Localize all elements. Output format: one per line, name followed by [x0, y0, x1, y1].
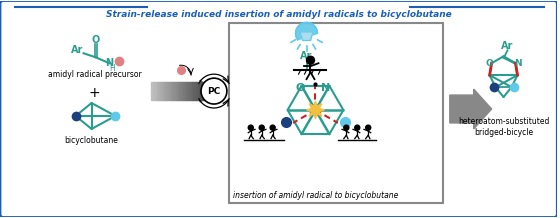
Text: +: + [88, 86, 100, 100]
Text: N: N [105, 58, 114, 68]
FancyBboxPatch shape [229, 23, 443, 203]
Text: heteroatom-substituted
bridged-bicycle: heteroatom-substituted bridged-bicycle [458, 116, 549, 137]
FancyArrow shape [450, 89, 492, 129]
Text: Ar: Ar [300, 51, 312, 61]
Text: O: O [91, 35, 100, 45]
Text: amidyl radical precursor: amidyl radical precursor [48, 70, 142, 79]
Circle shape [366, 125, 371, 130]
Text: Ar: Ar [501, 41, 514, 51]
Text: bicyclobutane: bicyclobutane [64, 136, 119, 145]
Text: Strain-release induced insertion of amidyl radicals to bicyclobutane: Strain-release induced insertion of amid… [106, 10, 451, 19]
Polygon shape [296, 22, 318, 40]
Text: N: N [514, 59, 521, 68]
Text: N: N [321, 83, 330, 93]
Text: insertion of amidyl radical to bicyclobutane: insertion of amidyl radical to bicyclobu… [233, 191, 398, 200]
Text: O: O [296, 83, 305, 93]
Circle shape [344, 125, 349, 130]
Circle shape [354, 125, 360, 130]
Text: H: H [110, 64, 115, 73]
Circle shape [270, 125, 275, 130]
FancyArrow shape [200, 80, 212, 102]
Circle shape [306, 56, 315, 64]
Text: PC: PC [207, 87, 221, 95]
Polygon shape [306, 101, 324, 119]
Text: O: O [486, 59, 493, 68]
Text: Ar: Ar [72, 45, 84, 55]
Circle shape [259, 125, 264, 130]
Circle shape [248, 125, 253, 130]
Circle shape [201, 78, 227, 104]
Polygon shape [301, 33, 312, 40]
